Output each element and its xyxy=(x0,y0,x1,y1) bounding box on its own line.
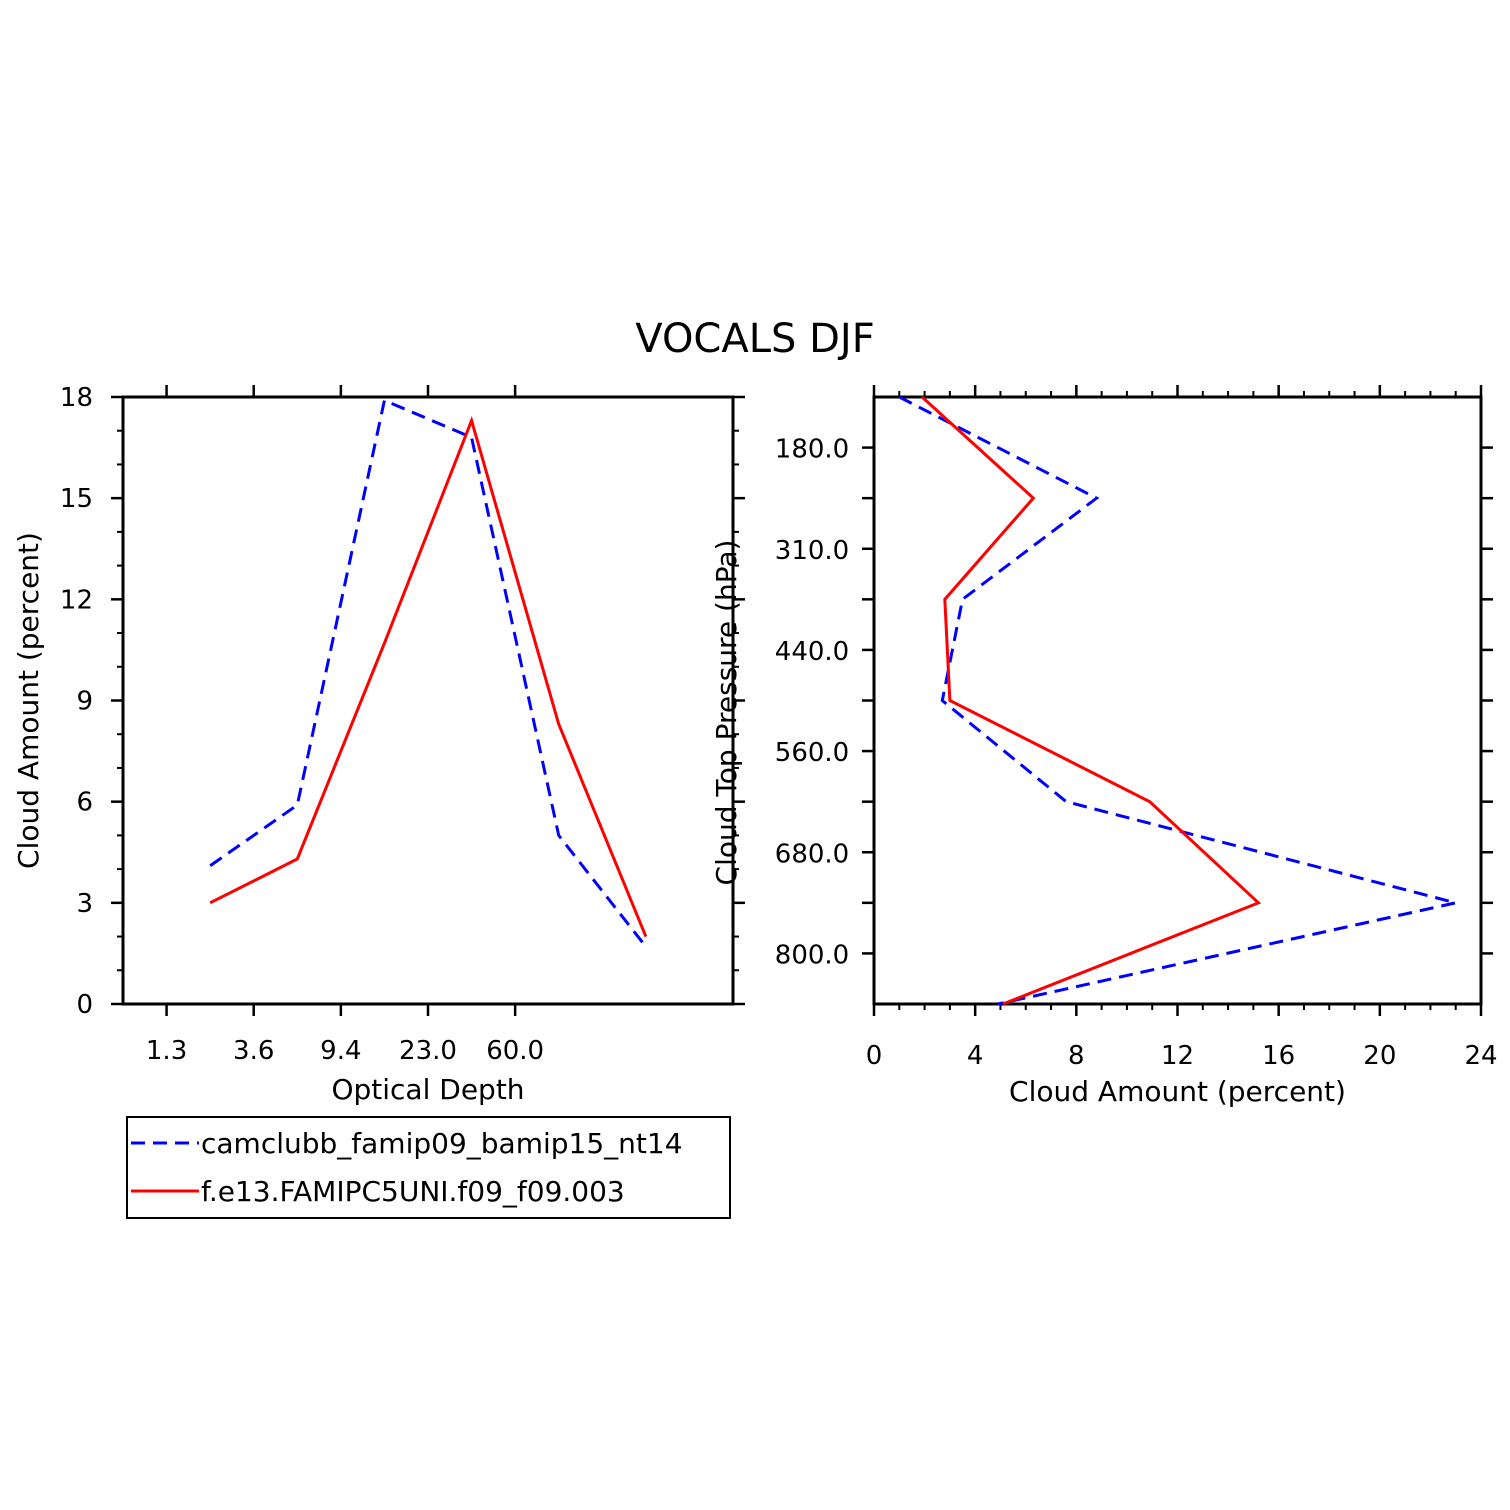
x-tick-label: 9.4 xyxy=(320,1036,361,1066)
x-tick-label: 12 xyxy=(1161,1041,1194,1071)
x-tick-label: 60.0 xyxy=(486,1036,544,1066)
x-axis-label: Optical Depth xyxy=(331,1073,524,1106)
y-tick-label: 3 xyxy=(76,889,93,919)
plot-frame xyxy=(121,395,735,1006)
x-tick-label: 23.0 xyxy=(399,1036,457,1066)
optical-depth-plot: 0 3 6 9 12 15 18 1.3 3.6 9.4 23.0 60.0 Optical Depth… xyxy=(12,383,745,1106)
legend-label: camclubb_famip09_bamip15_nt14 xyxy=(201,1127,683,1160)
y-tick-label: 0 xyxy=(76,990,93,1020)
y-tick-label: 12 xyxy=(60,585,93,615)
y-tick-label: 180.0 xyxy=(775,435,849,465)
series-line-fe13 xyxy=(209,415,648,938)
legend-label: f.e13.FAMIPC5UNI.f09_f09.003 xyxy=(201,1175,625,1208)
series-line-fe13 xyxy=(921,395,1262,1006)
y-tick-label: 18 xyxy=(60,383,93,413)
figure-title: VOCALS DJF xyxy=(635,316,874,362)
cloud-top-pressure-plot: 0 4 8 12 16 20 24 180.0 310.0 440.0 560.0 680.0 800.… xyxy=(710,385,1498,1108)
y-tick-label: 310.0 xyxy=(775,536,849,566)
legend: camclubb_famip09_bamip15_nt14 f.e13.FAMIP… xyxy=(126,1116,731,1219)
x-tick-label: 24 xyxy=(1464,1041,1497,1071)
series-line-camclubb xyxy=(898,395,1457,1006)
x-tick-label: 4 xyxy=(967,1041,984,1071)
x-tick-label: 3.6 xyxy=(233,1036,274,1066)
x-tick-label: 20 xyxy=(1363,1041,1396,1071)
x-tick-label: 0 xyxy=(866,1041,883,1071)
y-axis-label: Cloud Amount (percent) xyxy=(12,532,45,869)
x-axis-label: Cloud Amount (percent) xyxy=(1009,1075,1346,1108)
y-tick-label: 800.0 xyxy=(775,940,849,970)
legend-box xyxy=(126,1116,731,1219)
y-tick-label: 9 xyxy=(76,687,93,717)
y-tick-label: 560.0 xyxy=(775,738,849,768)
y-tick-label: 15 xyxy=(60,484,93,514)
y-tick-label: 440.0 xyxy=(775,637,849,667)
y-tick-label: 680.0 xyxy=(775,839,849,869)
y-tick-label: 6 xyxy=(76,788,93,818)
x-tick-label: 1.3 xyxy=(146,1036,187,1066)
x-tick-label: 16 xyxy=(1262,1041,1295,1071)
plot-frame xyxy=(872,395,1483,1006)
y-axis-label: Cloud Top Pressure (hPa) xyxy=(710,540,743,886)
x-tick-label: 8 xyxy=(1068,1041,1085,1071)
series-line-camclubb xyxy=(209,398,648,948)
